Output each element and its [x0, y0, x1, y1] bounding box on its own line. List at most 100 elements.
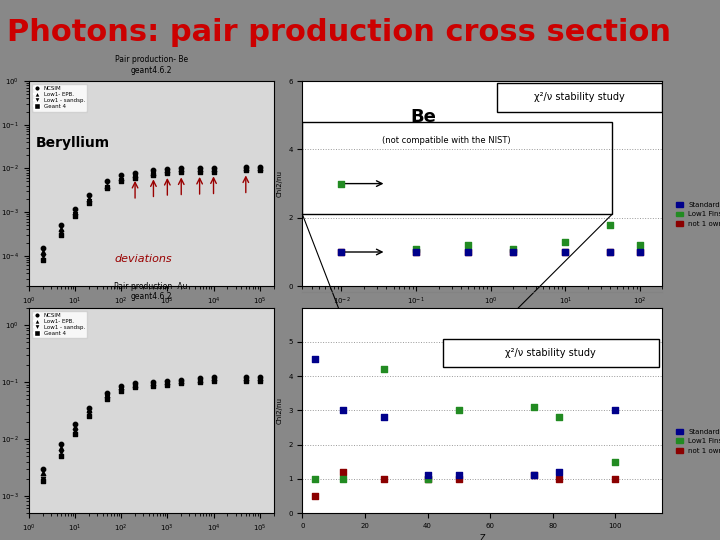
Point: [194, 377, 205, 386]
Point: [130, 172, 141, 181]
Text: (not compatible with the NIST): (not compatible with the NIST): [382, 136, 510, 145]
Point: [462, 241, 474, 249]
Point: [254, 375, 266, 384]
Point: [176, 377, 187, 386]
Point: [508, 248, 519, 256]
Point: [240, 376, 251, 385]
Point: [55, 440, 67, 449]
Point: [37, 469, 48, 477]
Point: [130, 383, 141, 391]
Point: [336, 248, 347, 256]
Point: [37, 464, 48, 473]
Point: [554, 475, 565, 483]
Point: [208, 164, 220, 173]
Point: [102, 184, 113, 193]
Point: [102, 390, 113, 399]
Point: [83, 199, 94, 207]
Point: [37, 255, 48, 264]
Point: [102, 393, 113, 401]
Point: [176, 379, 187, 388]
Point: [69, 423, 81, 431]
X-axis label: Z: Z: [480, 534, 485, 540]
Point: [37, 248, 48, 256]
Point: [115, 177, 127, 186]
Title: Pair production- Au
geant4.6.2: Pair production- Au geant4.6.2: [114, 282, 188, 301]
Point: [176, 165, 187, 174]
Point: [148, 377, 159, 386]
Bar: [302, 122, 612, 214]
Point: [605, 248, 616, 256]
Point: [610, 457, 621, 466]
Point: [410, 248, 422, 256]
Point: [55, 231, 67, 239]
Point: [148, 170, 159, 178]
Point: [559, 248, 571, 256]
Point: [309, 355, 320, 363]
Point: [130, 171, 141, 179]
Point: [378, 365, 390, 374]
Point: [161, 165, 173, 174]
Point: [130, 382, 141, 390]
Point: [194, 165, 205, 174]
Point: [161, 380, 173, 389]
Point: [55, 225, 67, 234]
Point: [208, 375, 220, 384]
Point: [37, 477, 48, 485]
Point: [115, 387, 127, 395]
Point: [194, 376, 205, 385]
Point: [102, 388, 113, 397]
Point: [453, 471, 464, 480]
Point: [254, 165, 266, 174]
Point: [554, 413, 565, 422]
Point: [254, 162, 266, 171]
Point: [610, 475, 621, 483]
Point: [102, 181, 113, 190]
Point: [240, 375, 251, 384]
Point: [55, 227, 67, 236]
Point: [254, 166, 266, 174]
Point: [240, 374, 251, 383]
Point: [254, 373, 266, 382]
Point: [240, 166, 251, 174]
Point: [240, 165, 251, 174]
Point: [194, 164, 205, 173]
Point: [176, 166, 187, 174]
FancyBboxPatch shape: [497, 83, 662, 112]
Point: [254, 376, 266, 385]
Point: [240, 162, 251, 171]
Point: [610, 406, 621, 415]
Point: [254, 374, 266, 383]
Point: [634, 248, 646, 256]
Point: [309, 491, 320, 500]
Point: [148, 168, 159, 177]
Point: [83, 190, 94, 199]
Point: [528, 403, 540, 411]
Point: [55, 221, 67, 230]
Point: [69, 204, 81, 213]
Point: [55, 447, 67, 456]
Point: [115, 384, 127, 393]
Legend: NCSIM, Low1- EPB., Low1 - sandsp., Geant 4: NCSIM, Low1- EPB., Low1 - sandsp., Geant…: [32, 84, 87, 112]
Point: [69, 212, 81, 220]
Text: deviations: deviations: [114, 254, 172, 264]
Point: [148, 382, 159, 390]
Point: [148, 166, 159, 174]
Point: [559, 248, 571, 256]
Point: [336, 248, 347, 256]
Text: Beryllium: Beryllium: [36, 136, 110, 150]
Point: [176, 168, 187, 177]
Point: [130, 174, 141, 183]
Point: [508, 244, 519, 253]
Point: [69, 208, 81, 217]
Point: [69, 420, 81, 429]
Point: [634, 248, 646, 256]
Point: [102, 395, 113, 403]
Point: [176, 164, 187, 173]
Point: [83, 409, 94, 418]
Text: χ²/ν stability study: χ²/ν stability study: [505, 348, 596, 358]
Point: [410, 248, 422, 256]
Point: [115, 383, 127, 391]
Point: [130, 379, 141, 388]
Point: [605, 220, 616, 229]
Y-axis label: Chi2/nu: Chi2/nu: [276, 397, 283, 424]
